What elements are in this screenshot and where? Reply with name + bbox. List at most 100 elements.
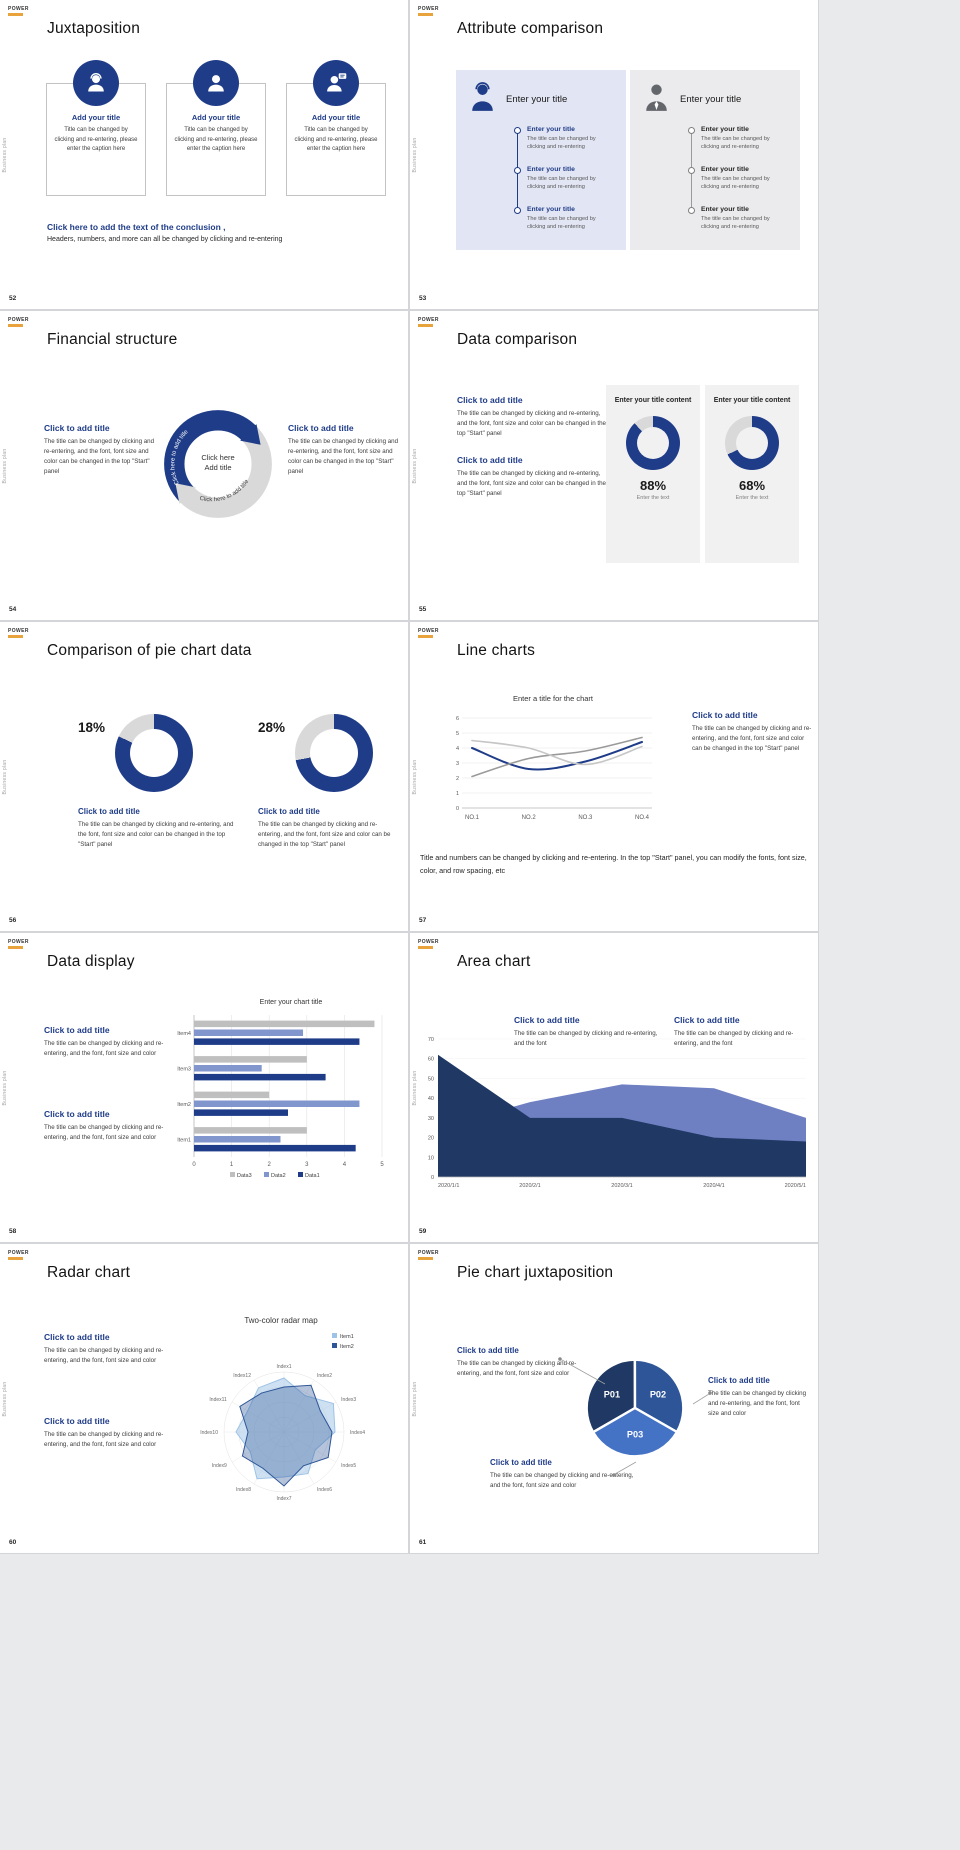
svg-text:Index1: Index1 bbox=[276, 1364, 291, 1370]
svg-text:NO.3: NO.3 bbox=[578, 815, 593, 821]
card: Add your title Title can be changed by c… bbox=[166, 60, 266, 196]
page-number: 55 bbox=[419, 606, 427, 613]
text-block: Click to add title The title can be chan… bbox=[674, 1015, 814, 1049]
svg-text:1: 1 bbox=[230, 1162, 234, 1168]
slide-title: Radar chart bbox=[47, 1264, 131, 1281]
text-block: Click to add title The title can be chan… bbox=[44, 1416, 180, 1450]
caption-text: The title can be changed by clicking and… bbox=[457, 469, 606, 497]
slide-52-juxtaposition[interactable]: POWER Business plan Juxtaposition Add yo… bbox=[0, 0, 408, 309]
slide-55-data-comparison[interactable]: POWER Business plan Data comparison Clic… bbox=[410, 311, 818, 620]
template-logo: POWER bbox=[418, 939, 439, 945]
person-chat-icon bbox=[313, 60, 359, 106]
item-title: Enter your title bbox=[527, 205, 575, 213]
section-heading: Click to add title bbox=[692, 710, 758, 720]
caption-text: The title can be changed by clicking and… bbox=[457, 410, 606, 437]
radar-chart: Index1 Index2 Index3 Index4 Index5 Index6 Inde… bbox=[200, 1333, 365, 1502]
donut-row: 28% bbox=[258, 714, 398, 792]
item-title: Enter your title bbox=[527, 165, 575, 173]
timeline-node-icon bbox=[514, 127, 521, 134]
caption-text: Enter the text bbox=[735, 494, 769, 501]
percent-value: 68% bbox=[738, 477, 766, 493]
svg-text:2: 2 bbox=[268, 1162, 272, 1168]
template-logo: POWER bbox=[418, 6, 439, 12]
svg-text:4: 4 bbox=[343, 1162, 347, 1168]
page-number: 54 bbox=[9, 606, 17, 613]
chart-title: Two-color radar map bbox=[244, 1316, 318, 1325]
text-block: Click to add title The title can be chan… bbox=[692, 710, 812, 754]
slide-title: Financial structure bbox=[47, 331, 178, 348]
slide-title: Data display bbox=[47, 953, 135, 970]
svg-text:40: 40 bbox=[428, 1096, 434, 1102]
slide-59-area-chart[interactable]: POWER Business plan Area chart Click to … bbox=[410, 933, 818, 1242]
svg-text:NO.1: NO.1 bbox=[465, 815, 480, 821]
template-logo: POWER bbox=[8, 628, 29, 634]
svg-text:5: 5 bbox=[380, 1162, 384, 1168]
text-block: Click to add title The title can be chan… bbox=[44, 1025, 176, 1059]
comparison-panel-right: Enter your title Enter your title The ti… bbox=[630, 70, 800, 250]
text-column: Click to add title The title can be chan… bbox=[457, 395, 607, 499]
svg-text:Item3: Item3 bbox=[177, 1066, 191, 1072]
cycle-center-line1: Click here bbox=[201, 453, 235, 462]
page-number: 61 bbox=[419, 1539, 427, 1546]
page-number: 52 bbox=[9, 295, 17, 302]
side-label-business-plan: Business plan bbox=[412, 447, 418, 484]
slide-61-pie-juxtaposition[interactable]: POWER Business plan Pie chart juxtaposit… bbox=[410, 1244, 818, 1553]
item-title: Enter your title bbox=[701, 165, 749, 173]
svg-text:6: 6 bbox=[456, 716, 459, 722]
svg-text:50: 50 bbox=[428, 1076, 434, 1082]
slide-57-line-charts[interactable]: POWER Business plan Line charts Enter a … bbox=[410, 622, 818, 931]
svg-text:2020/5/1: 2020/5/1 bbox=[785, 1183, 806, 1189]
section-heading: Click to add title bbox=[708, 1376, 770, 1385]
item-title: Enter your title bbox=[701, 126, 749, 133]
template-logo: POWER bbox=[8, 317, 29, 323]
card-title: Add your title bbox=[191, 113, 241, 122]
timeline-node-icon bbox=[688, 127, 695, 134]
svg-text:70: 70 bbox=[428, 1037, 434, 1043]
percent-value: 28% bbox=[258, 720, 286, 735]
slide-53-attribute-comparison[interactable]: POWER Business plan Attribute comparison… bbox=[410, 0, 818, 309]
slide-56-pie-comparison[interactable]: POWER Business plan Comparison of pie ch… bbox=[0, 622, 408, 931]
text-block: Click to add title The title can be chan… bbox=[44, 1332, 180, 1366]
card-title: Add your title bbox=[311, 113, 361, 122]
logo-accent-bar bbox=[8, 13, 23, 16]
slide-58-data-display[interactable]: POWER Business plan Data display Click t… bbox=[0, 933, 408, 1242]
caption-text: The title can be changed by clicking and… bbox=[701, 136, 770, 151]
kpi-panels: Enter your title content 88% Enter the t… bbox=[606, 385, 799, 563]
donut-column: 18% Click to add title The title can be … bbox=[78, 714, 236, 850]
donut-hole bbox=[310, 729, 359, 777]
panel-title: Enter your title content bbox=[614, 397, 692, 404]
template-logo: POWER bbox=[418, 317, 439, 323]
timeline-item: Enter your title The title can be change… bbox=[514, 126, 614, 152]
donut-hole bbox=[736, 426, 768, 459]
svg-text:60: 60 bbox=[428, 1057, 434, 1063]
logo-accent-bar bbox=[8, 324, 23, 327]
svg-text:P01: P01 bbox=[604, 1390, 620, 1400]
percent-value: 88% bbox=[639, 477, 667, 493]
page-number: 53 bbox=[419, 295, 427, 302]
side-label-business-plan: Business plan bbox=[412, 758, 418, 795]
slide-54-financial-structure[interactable]: POWER Business plan Financial structure … bbox=[0, 311, 408, 620]
svg-text:NO.2: NO.2 bbox=[522, 815, 537, 821]
donut-chart bbox=[295, 714, 374, 792]
item-title: Enter your title bbox=[701, 205, 749, 213]
section-heading: Click to add title bbox=[44, 1332, 110, 1342]
svg-text:20: 20 bbox=[428, 1136, 434, 1142]
timeline-node-icon bbox=[688, 166, 695, 174]
page-number: 56 bbox=[9, 917, 17, 924]
svg-text:2: 2 bbox=[456, 776, 459, 782]
section-heading: Click to add title bbox=[44, 1025, 110, 1035]
svg-text:P02: P02 bbox=[650, 1390, 666, 1400]
svg-text:NO.4: NO.4 bbox=[635, 815, 650, 821]
timeline-item: Enter your title The title can be change… bbox=[514, 206, 614, 232]
timeline-item: Enter your title The title can be change… bbox=[688, 166, 788, 192]
donut-chart bbox=[626, 415, 680, 470]
text-block: Click to add title The title can be chan… bbox=[514, 1015, 666, 1049]
logo-accent-bar bbox=[418, 946, 433, 949]
caption-text: The title can be changed by clicking and… bbox=[78, 821, 234, 848]
text-block: Click to add title The title can be chan… bbox=[708, 1376, 812, 1419]
slide-60-radar-chart[interactable]: POWER Business plan Radar chart Click to… bbox=[0, 1244, 408, 1553]
panel-title: Enter your title bbox=[506, 94, 568, 105]
section-heading: Click to add title bbox=[44, 423, 110, 433]
timeline-item: Enter your title The title can be change… bbox=[688, 206, 788, 232]
side-label-business-plan: Business plan bbox=[2, 136, 8, 173]
